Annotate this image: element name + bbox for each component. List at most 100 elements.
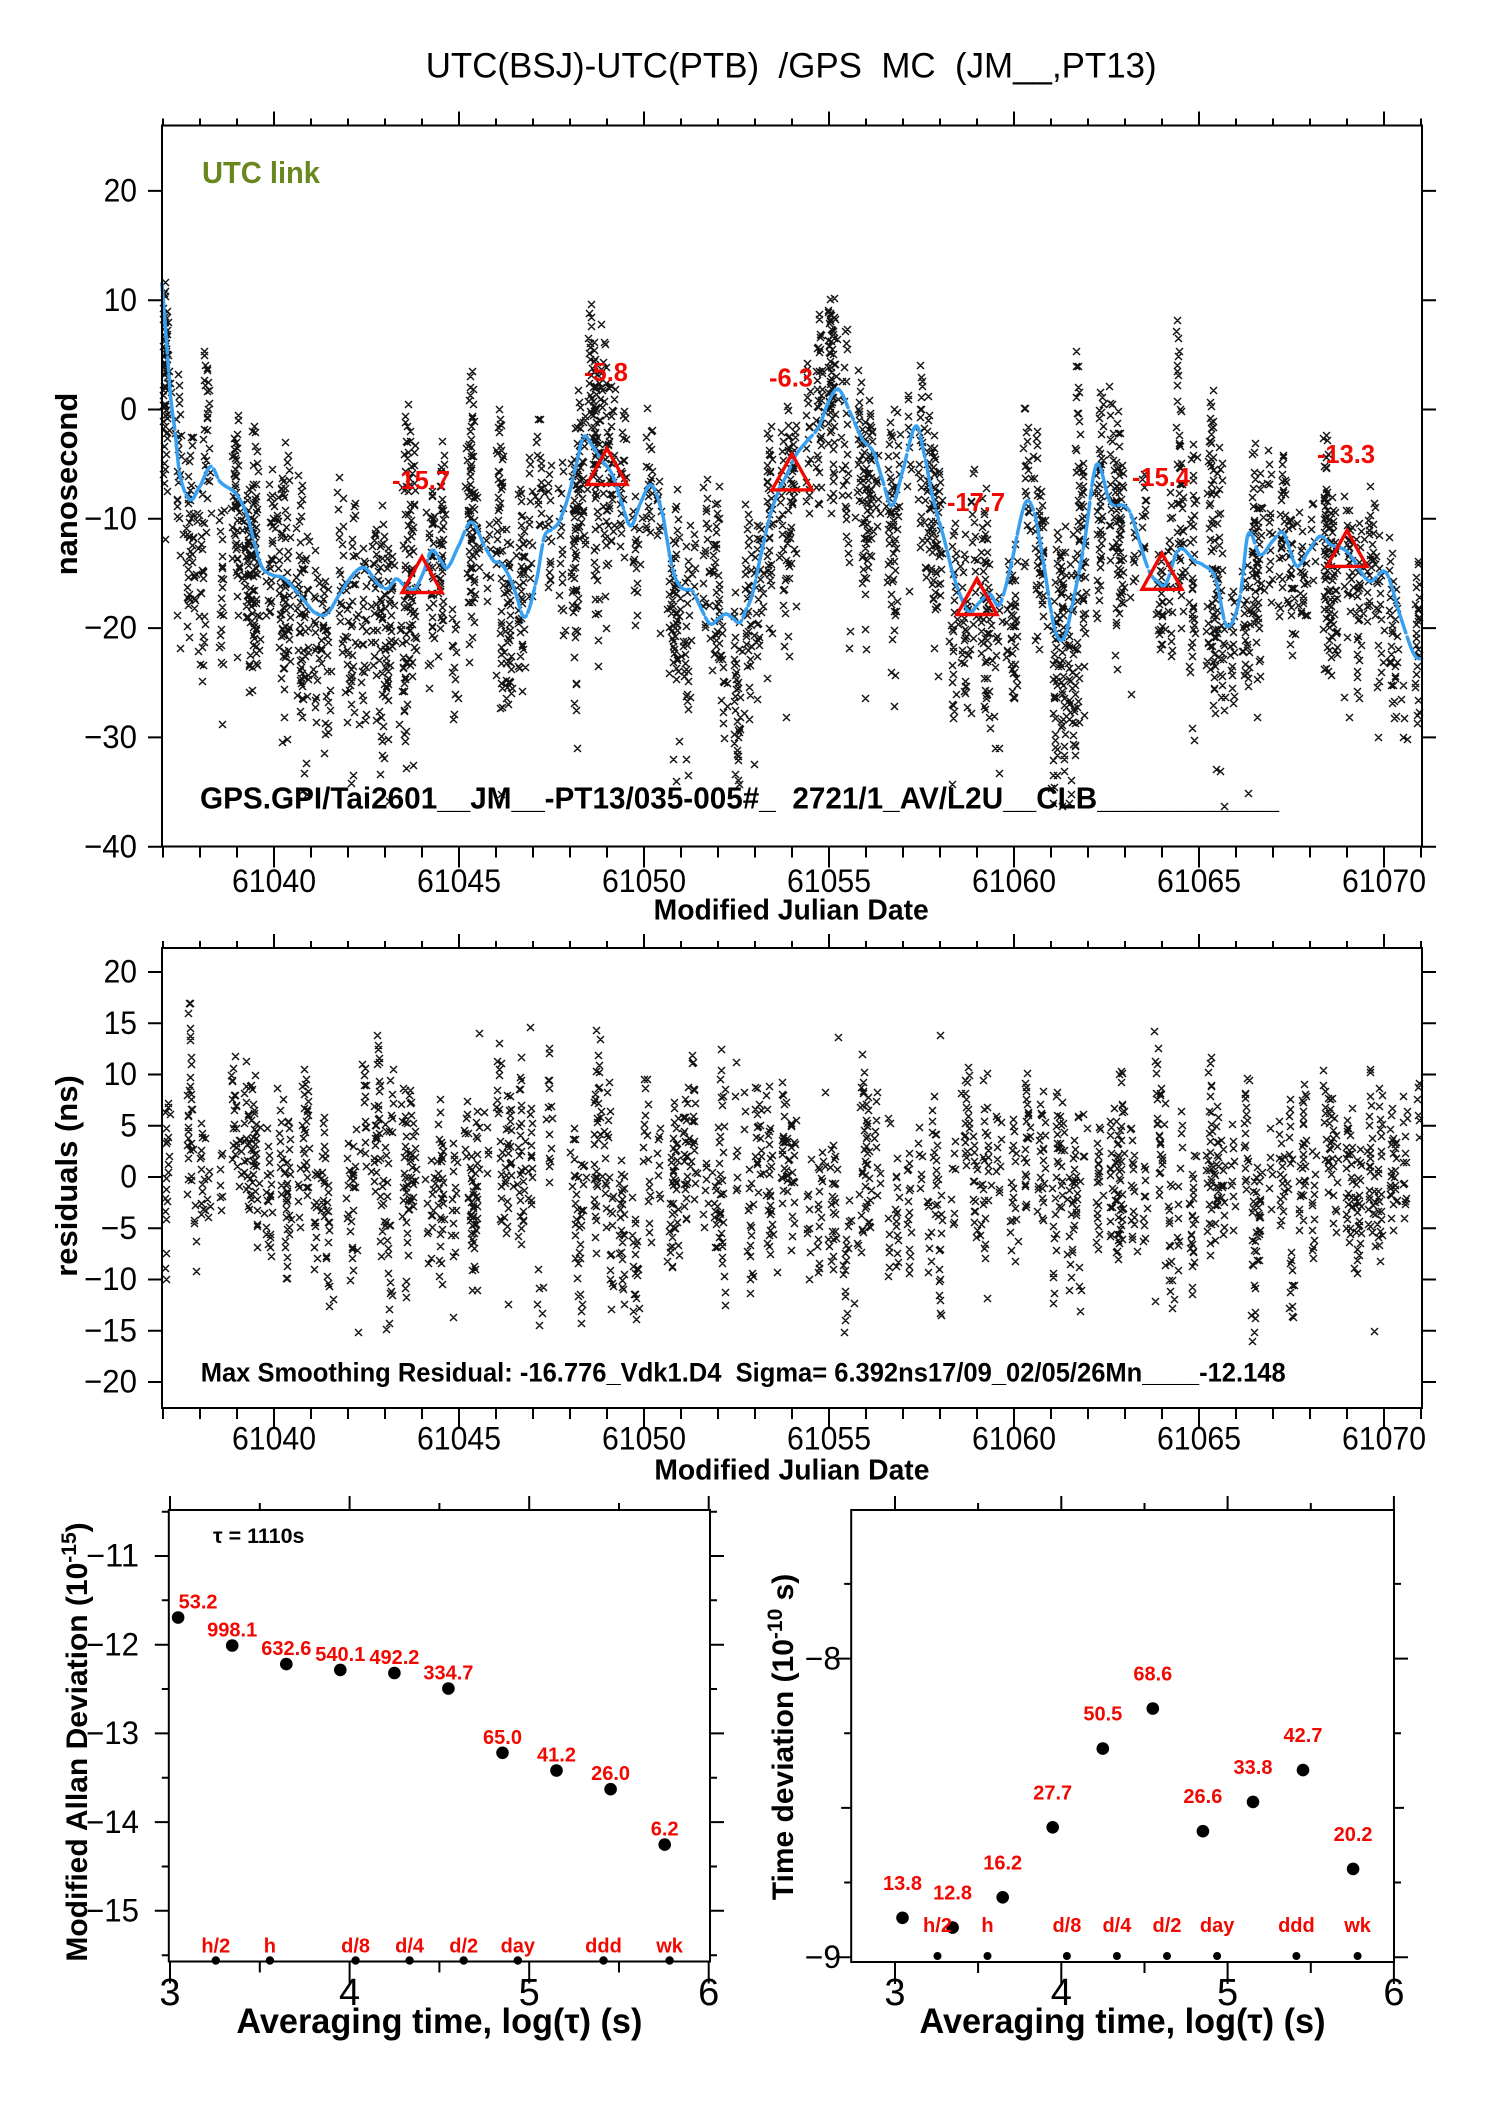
svg-text:Modified Allan Deviation (10-1: Modified Allan Deviation (10-15) [58,1522,94,1961]
svg-text:65.0: 65.0 [483,1727,522,1749]
svg-text:61065: 61065 [1157,863,1241,899]
svg-text:61065: 61065 [1157,1421,1241,1457]
svg-text:632.6: 632.6 [261,1638,311,1660]
svg-text:d/2: d/2 [1153,1915,1182,1937]
svg-text:ddd: ddd [1278,1915,1315,1937]
svg-text:UTC(BSJ)-UTC(PTB) /GPS MC (: UTC(BSJ)-UTC(PTB) /GPS MC (JM__,PT13) [426,46,1157,86]
svg-text:5: 5 [1217,1972,1238,2014]
svg-text:ddd: ddd [585,1936,622,1958]
svg-text:4: 4 [339,1972,360,2014]
svg-text:27.7: 27.7 [1033,1782,1072,1804]
svg-text:-5.8: -5.8 [584,359,628,387]
svg-text:42.7: 42.7 [1284,1725,1323,1747]
svg-text:-15.7: -15.7 [392,467,450,495]
svg-text:−10: −10 [84,1261,137,1297]
svg-text:16.2: 16.2 [983,1852,1022,1874]
svg-text:day: day [501,1936,536,1958]
svg-text:−20: −20 [84,1364,137,1400]
svg-text:−30: −30 [84,719,137,755]
svg-text:−20: −20 [84,610,137,646]
svg-text:−9: −9 [805,1939,841,1975]
svg-text:68.6: 68.6 [1133,1664,1172,1686]
svg-text:540.1: 540.1 [315,1644,365,1666]
svg-text:Averaging time, log(τ) (s): Averaging time, log(τ) (s) [236,2002,642,2041]
svg-text:492.2: 492.2 [369,1647,419,1669]
svg-text:−15: −15 [86,1893,139,1929]
svg-text:61070: 61070 [1342,863,1426,899]
svg-text:d/4: d/4 [1102,1915,1132,1937]
svg-text:61045: 61045 [417,863,501,899]
svg-text:20: 20 [104,954,137,990]
svg-text:61055: 61055 [787,863,871,899]
svg-text:334.7: 334.7 [423,1663,473,1685]
svg-text:h: h [981,1915,993,1937]
svg-text:Max Smoothing Residual: -16.77: Max Smoothing Residual: -16.776_Vdk1.D4 … [201,1357,1286,1387]
svg-text:Time deviation (10-10 s): Time deviation (10-10 s) [764,1574,800,1901]
svg-text:residuals (ns): residuals (ns) [49,1075,84,1277]
svg-text:day: day [1200,1915,1235,1937]
svg-text:−13: −13 [86,1715,139,1751]
svg-text:Modified Julian Date: Modified Julian Date [654,1453,929,1485]
svg-text:h: h [264,1936,276,1958]
svg-text:0: 0 [120,1159,137,1195]
svg-text:41.2: 41.2 [537,1745,576,1767]
svg-text:5: 5 [120,1107,137,1143]
svg-text:Averaging time, log(τ) (s): Averaging time, log(τ) (s) [920,2002,1326,2041]
svg-text:−14: −14 [86,1804,139,1840]
svg-text:4: 4 [1051,1972,1072,2014]
svg-text:26.6: 26.6 [1183,1786,1222,1808]
svg-text:wk: wk [1343,1915,1372,1937]
svg-text:d/8: d/8 [341,1936,370,1958]
svg-text:−12: −12 [86,1626,139,1662]
svg-text:61045: 61045 [417,1421,501,1457]
svg-text:-6.3: -6.3 [769,364,813,392]
svg-text:20: 20 [104,173,137,209]
svg-text:6: 6 [698,1972,719,2014]
svg-text:nanosecond: nanosecond [49,393,84,576]
svg-text:d/2: d/2 [449,1936,478,1958]
svg-text:6: 6 [1383,1972,1404,2014]
svg-text:61040: 61040 [232,1421,316,1457]
svg-text:−5: −5 [101,1210,137,1246]
svg-text:0: 0 [120,391,137,427]
svg-text:3: 3 [159,1972,180,2014]
svg-text:-17.7: -17.7 [947,489,1005,517]
svg-text:10: 10 [104,1056,137,1092]
svg-text:3: 3 [884,1972,905,2014]
svg-text:53.2: 53.2 [179,1592,218,1614]
svg-text:d/4: d/4 [395,1936,425,1958]
svg-text:61050: 61050 [602,863,686,899]
svg-text:−11: −11 [86,1538,139,1574]
svg-text:−40: −40 [84,828,137,864]
svg-text:10: 10 [104,282,137,318]
svg-text:13.8: 13.8 [883,1873,922,1895]
svg-text:−10: −10 [84,500,137,536]
svg-text:wk: wk [655,1936,684,1958]
svg-text:61060: 61060 [972,863,1056,899]
svg-text:τ = 1110s: τ = 1110s [213,1524,305,1548]
svg-text:61040: 61040 [232,863,316,899]
svg-text:61050: 61050 [602,1421,686,1457]
svg-text:50.5: 50.5 [1083,1704,1122,1726]
svg-text:15: 15 [104,1005,137,1041]
svg-text:h/2: h/2 [201,1936,230,1958]
svg-text:Modified Julian Date: Modified Julian Date [654,894,929,926]
svg-text:UTC link: UTC link [202,155,321,190]
svg-text:6.2: 6.2 [651,1819,679,1841]
svg-text:5: 5 [519,1972,540,2014]
svg-text:61055: 61055 [787,1421,871,1457]
svg-text:d/8: d/8 [1052,1915,1081,1937]
svg-text:26.0: 26.0 [591,1763,630,1785]
svg-text:998.1: 998.1 [207,1620,257,1642]
svg-text:−15: −15 [84,1312,137,1348]
svg-text:61070: 61070 [1342,1421,1426,1457]
svg-text:−8: −8 [805,1640,841,1676]
svg-text:-15.4: -15.4 [1132,464,1191,492]
svg-text:12.8: 12.8 [933,1883,972,1905]
svg-text:61060: 61060 [972,1421,1056,1457]
svg-text:h/2: h/2 [923,1915,952,1937]
svg-text:20.2: 20.2 [1334,1824,1373,1846]
svg-text:-13.3: -13.3 [1317,441,1375,469]
svg-text:33.8: 33.8 [1234,1757,1273,1779]
svg-text:GPS.GPI/Tai2601__JM__-PT13/035: GPS.GPI/Tai2601__JM__-PT13/035-005#_ 272… [200,781,1280,816]
